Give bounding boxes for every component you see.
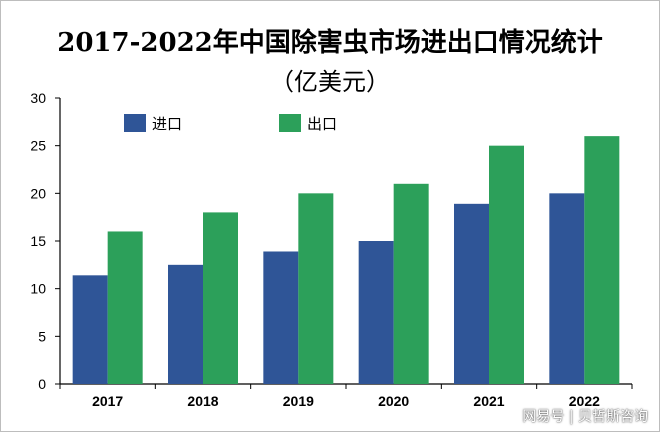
x-tick-label: 2019 xyxy=(283,393,314,409)
legend-swatch-export xyxy=(279,114,301,132)
x-tick-label: 2020 xyxy=(378,393,409,409)
bar-export xyxy=(107,231,143,384)
bar-import xyxy=(358,241,394,384)
legend: 进口 出口 xyxy=(124,114,337,133)
axes: 0 5 10 15 20 25 30 2017 2018 2019 2020 2021 2022 xyxy=(30,90,633,409)
y-tick-label: 20 xyxy=(30,185,46,201)
bar-import xyxy=(72,275,108,384)
bars xyxy=(72,136,620,384)
bar-import xyxy=(549,193,585,384)
y-tick-label: 5 xyxy=(38,328,46,344)
y-tick-label: 15 xyxy=(30,233,46,249)
bar-import xyxy=(454,203,489,384)
bar-export xyxy=(584,136,620,384)
bar-import xyxy=(263,251,299,384)
bar-export xyxy=(393,183,429,384)
bar-export xyxy=(298,193,334,384)
chart-title: 2017-2022年中国除害虫市场进出口情况统计 xyxy=(57,28,603,58)
watermark: 网易号 | 贝哲斯咨询 xyxy=(522,409,648,425)
y-tick-label: 0 xyxy=(38,376,46,392)
bar-import xyxy=(168,264,203,384)
legend-label-export: 出口 xyxy=(307,115,337,133)
bar-export xyxy=(203,212,238,384)
x-tick-label: 2017 xyxy=(92,393,123,409)
y-tick-label: 30 xyxy=(30,90,46,106)
x-tick-label: 2021 xyxy=(473,393,504,409)
y-tick-label: 10 xyxy=(30,281,46,297)
x-tick-label: 2022 xyxy=(569,393,600,409)
chart-subtitle: （亿美元） xyxy=(270,68,390,96)
bar-export xyxy=(489,145,524,384)
legend-label-import: 进口 xyxy=(152,115,182,133)
y-tick-label: 25 xyxy=(30,138,46,154)
legend-swatch-import xyxy=(124,114,146,132)
x-tick-label: 2018 xyxy=(187,393,218,409)
